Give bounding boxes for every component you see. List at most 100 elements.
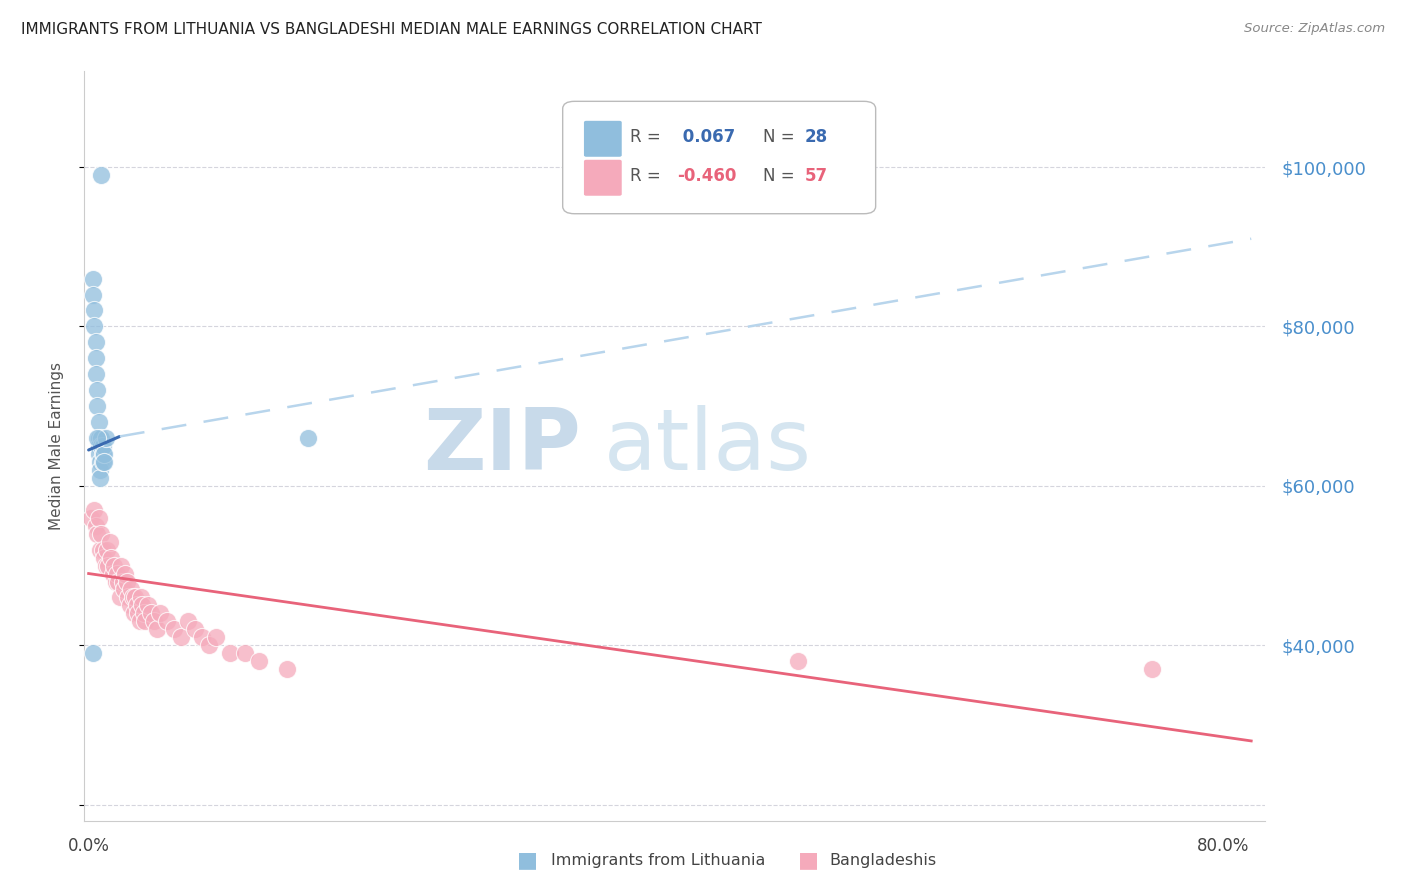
Point <box>110 558 132 573</box>
Point <box>111 574 134 589</box>
Point <box>84 335 107 350</box>
Point <box>136 599 159 613</box>
Text: 0.067: 0.067 <box>678 128 735 146</box>
Point <box>84 518 107 533</box>
Text: atlas: atlas <box>605 404 813 488</box>
Point <box>87 447 110 461</box>
Point <box>142 615 165 629</box>
Point <box>87 510 110 524</box>
Point <box>131 599 153 613</box>
Text: ZIP: ZIP <box>423 404 581 488</box>
Point <box>198 638 221 652</box>
Point <box>132 607 155 621</box>
Point <box>82 287 104 301</box>
Point <box>163 623 186 637</box>
Point <box>786 654 808 668</box>
Point <box>101 566 124 581</box>
Text: R =: R = <box>630 168 661 186</box>
Point <box>104 574 127 589</box>
Point <box>90 526 112 541</box>
Text: 57: 57 <box>804 168 828 186</box>
Text: -0.460: -0.460 <box>678 168 737 186</box>
Point <box>129 591 152 605</box>
Point <box>97 558 120 573</box>
Point <box>90 431 112 445</box>
Point <box>276 662 298 676</box>
Text: R =: R = <box>630 128 661 146</box>
Point <box>98 534 121 549</box>
Point <box>247 654 270 668</box>
Point <box>86 526 108 541</box>
Point <box>86 431 108 445</box>
Text: ■: ■ <box>799 850 818 870</box>
Point <box>177 615 200 629</box>
Point <box>155 615 177 629</box>
Point <box>112 582 135 597</box>
Point <box>145 623 167 637</box>
Text: Immigrants from Lithuania: Immigrants from Lithuania <box>551 853 765 868</box>
Point <box>148 607 170 621</box>
Point <box>90 168 112 182</box>
Point <box>82 646 104 660</box>
Point <box>93 455 115 469</box>
Text: N =: N = <box>763 128 794 146</box>
Point <box>134 615 156 629</box>
Point <box>122 607 145 621</box>
Point <box>103 558 125 573</box>
Point <box>205 630 228 644</box>
Point <box>96 542 118 557</box>
Point <box>86 383 108 397</box>
Point <box>87 439 110 453</box>
FancyBboxPatch shape <box>562 102 876 214</box>
Point <box>100 550 122 565</box>
Point <box>87 431 110 445</box>
Point <box>84 351 107 366</box>
Point <box>90 439 112 453</box>
Point <box>89 471 111 485</box>
Text: 28: 28 <box>804 128 828 146</box>
Point <box>93 447 115 461</box>
Point <box>83 502 105 516</box>
Point <box>93 550 115 565</box>
Point <box>115 574 138 589</box>
Point <box>121 591 143 605</box>
Point <box>94 558 117 573</box>
Point <box>297 431 319 445</box>
Point <box>118 599 141 613</box>
Point <box>139 607 162 621</box>
Point <box>117 591 139 605</box>
Point <box>233 646 256 660</box>
Point <box>107 574 129 589</box>
Point <box>127 607 149 621</box>
FancyBboxPatch shape <box>583 160 621 195</box>
Text: Source: ZipAtlas.com: Source: ZipAtlas.com <box>1244 22 1385 36</box>
Point <box>191 630 214 644</box>
Point <box>84 368 107 382</box>
Point <box>120 582 142 597</box>
Point <box>91 447 114 461</box>
Point <box>91 542 114 557</box>
Point <box>83 319 105 334</box>
Point <box>124 591 146 605</box>
Text: ■: ■ <box>517 850 537 870</box>
Point <box>89 463 111 477</box>
Point <box>105 566 128 581</box>
Point <box>125 599 148 613</box>
Point <box>128 615 150 629</box>
Point <box>91 455 114 469</box>
Point <box>80 510 103 524</box>
Point <box>89 542 111 557</box>
Point <box>91 439 114 453</box>
Text: N =: N = <box>763 168 794 186</box>
Point <box>82 271 104 285</box>
Text: Bangladeshis: Bangladeshis <box>830 853 936 868</box>
Point <box>1140 662 1163 676</box>
Point <box>114 566 136 581</box>
Point <box>86 399 108 413</box>
Point <box>184 623 207 637</box>
Point <box>108 591 131 605</box>
Point <box>94 431 117 445</box>
Point <box>87 415 110 429</box>
Point <box>170 630 193 644</box>
Text: IMMIGRANTS FROM LITHUANIA VS BANGLADESHI MEDIAN MALE EARNINGS CORRELATION CHART: IMMIGRANTS FROM LITHUANIA VS BANGLADESHI… <box>21 22 762 37</box>
